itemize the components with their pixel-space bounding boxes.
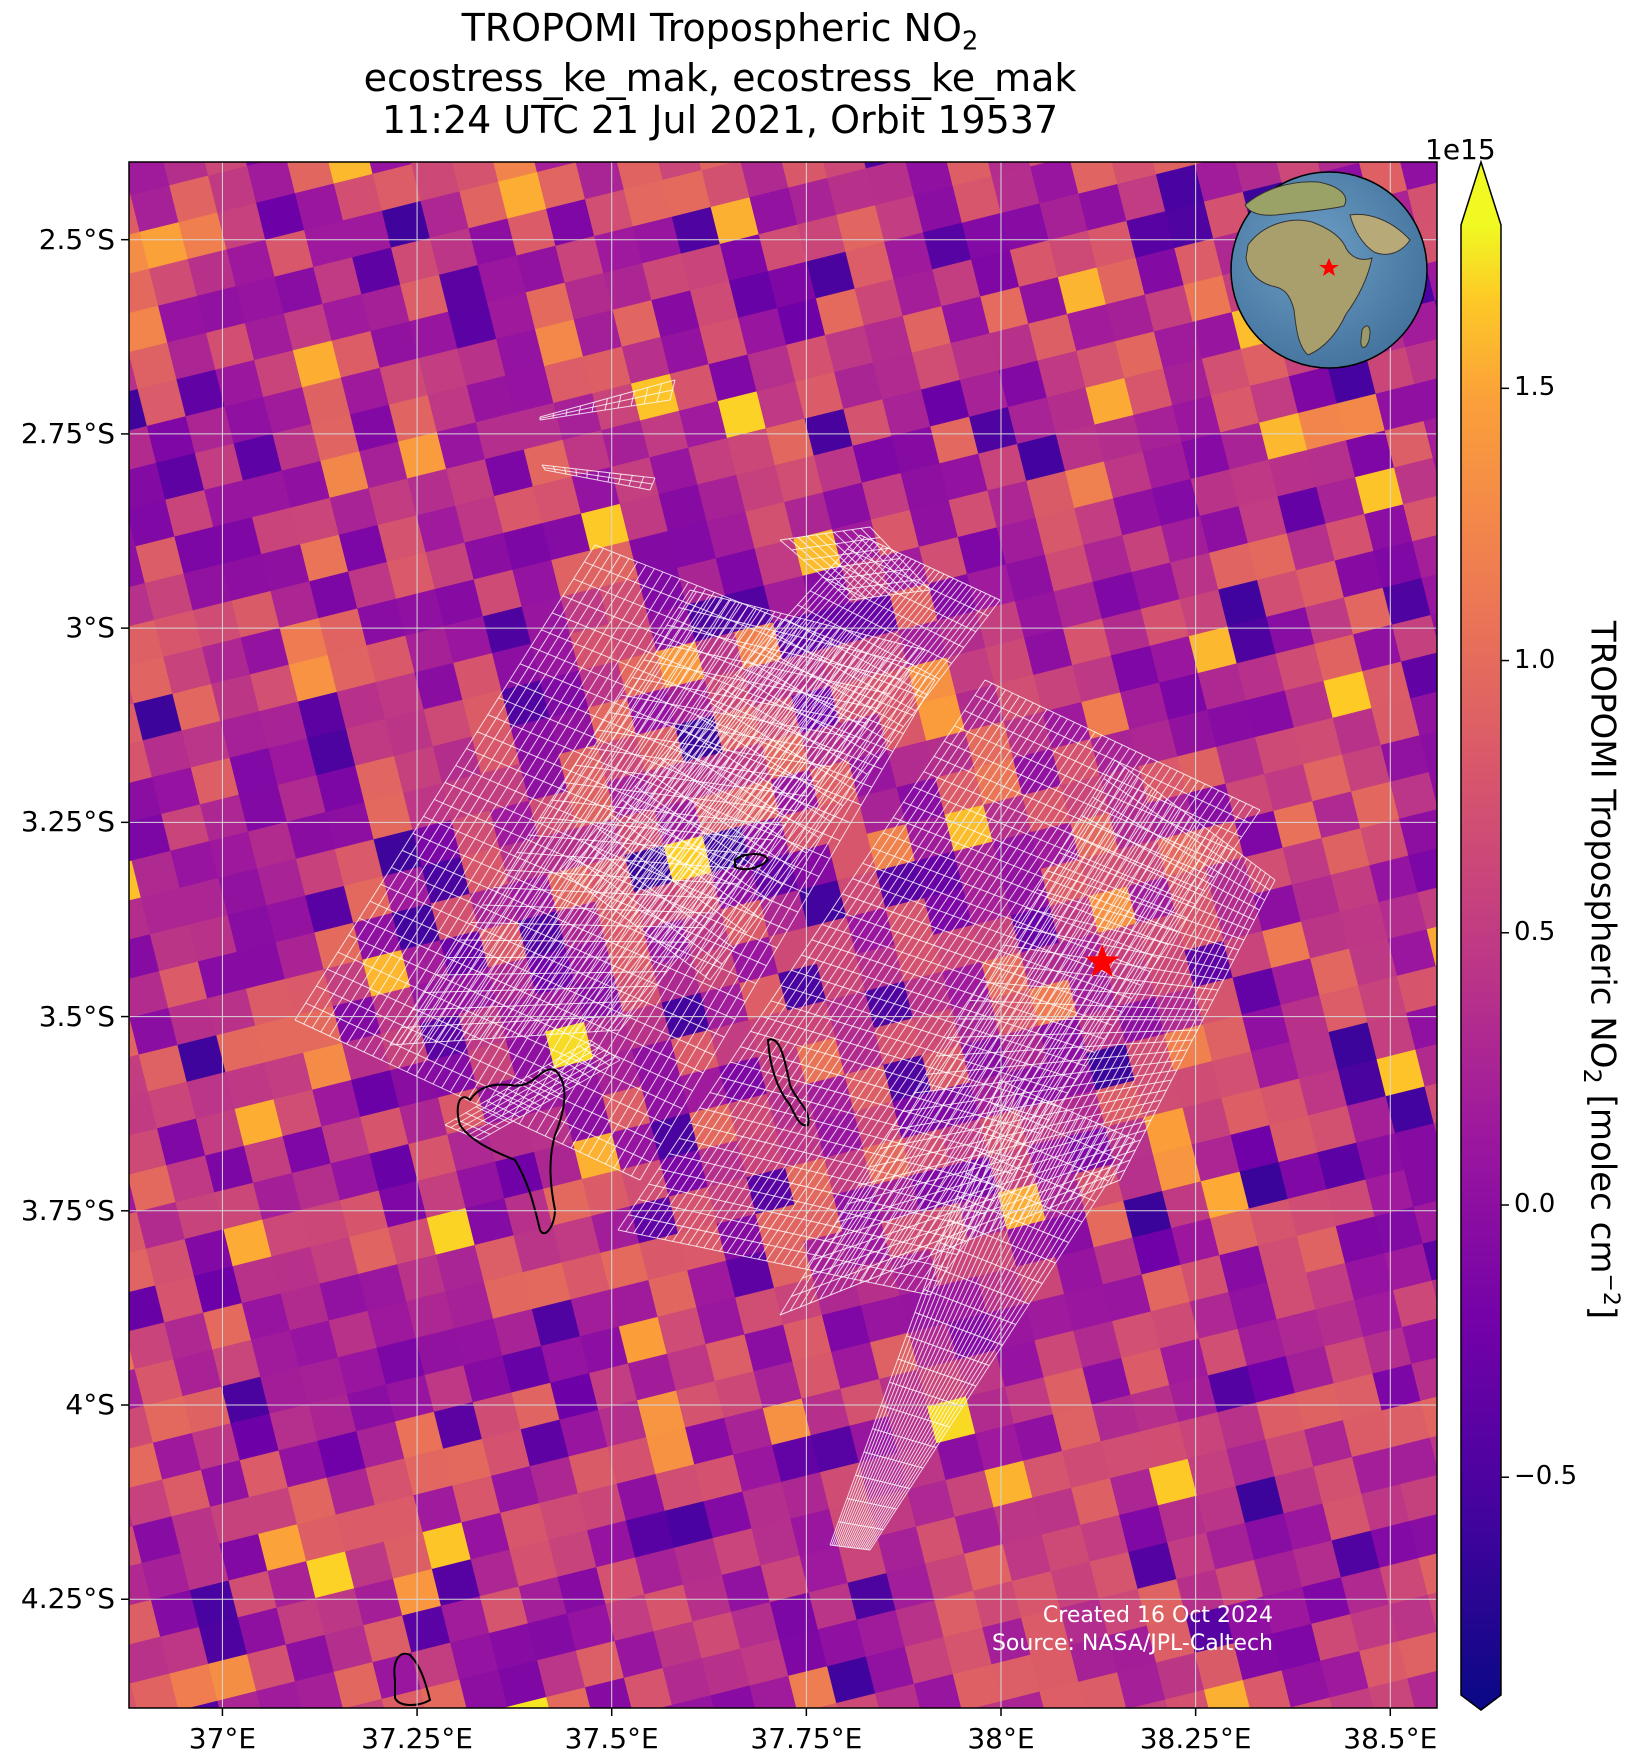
no2-pixel	[87, 1332, 135, 1379]
y-tick-label: 2.75°S	[0, 417, 115, 450]
no2-pixel	[606, 106, 654, 152]
colorbar-tick-label: −0.5	[1514, 1461, 1577, 1491]
colorbar-tick-label: 0.5	[1514, 917, 1555, 947]
no2-pixel	[1496, 1529, 1544, 1576]
colorbar-tick-label: 1.5	[1514, 372, 1555, 402]
no2-pixel	[441, 108, 489, 155]
colorbar-offset-label: 1e15	[1425, 133, 1496, 166]
no2-pixel	[151, 102, 199, 149]
no2-pixel	[73, 944, 121, 991]
y-tick-label: 3°S	[0, 611, 115, 644]
no2-pixel	[316, 100, 364, 147]
colorbar-tick-label: 1.0	[1514, 645, 1555, 675]
credit-line-created: Created 16 Oct 2024	[992, 1602, 1273, 1630]
no2-pixel	[1350, 117, 1398, 164]
x-tick-label: 37.75°E	[736, 1722, 876, 1755]
colorbar-tick-label: 0.0	[1514, 1189, 1555, 1219]
no2-pixel	[305, 1709, 353, 1752]
no2-pixel	[74, 122, 122, 169]
y-tick-label: 3.5°S	[0, 1000, 115, 1033]
no2-pixel	[85, 1489, 133, 1536]
x-tick-label: 37.5°E	[542, 1722, 682, 1755]
no2-pixel	[1060, 111, 1108, 158]
no2-pixel	[190, 93, 238, 140]
no2-pixel	[935, 103, 983, 150]
no2-pixel	[974, 93, 1022, 140]
y-tick-label: 4.25°S	[0, 1582, 115, 1615]
no2-pixel	[770, 105, 818, 152]
no2-pixel	[681, 1732, 729, 1752]
no2-pixel	[79, 473, 127, 520]
colorbar-extend-min	[1461, 1695, 1501, 1710]
no2-pixel	[1264, 99, 1312, 146]
y-tick-label: 4°S	[0, 1388, 115, 1421]
colorbar	[1461, 162, 1509, 1710]
no2-pixel	[1225, 109, 1273, 156]
y-tick-label: 3.25°S	[0, 805, 115, 838]
no2-pixel	[1495, 864, 1543, 911]
x-tick-label: 38.25°E	[1126, 1722, 1266, 1755]
no2-pixel	[1186, 118, 1234, 164]
no2-pixel	[80, 1138, 128, 1185]
x-tick-label: 37.25°E	[347, 1722, 487, 1755]
x-tick-label: 38.5°E	[1320, 1722, 1460, 1755]
no2-pixel	[885, 1721, 933, 1752]
no2-pixel	[896, 112, 944, 158]
no2-pixel	[645, 97, 693, 144]
globe-inset	[1231, 172, 1427, 368]
no2-pixel	[277, 110, 325, 157]
y-tick-label: 3.75°S	[0, 1194, 115, 1227]
no2-pixel	[480, 99, 528, 146]
no2-pixel	[112, 112, 160, 158]
colorbar-title: TROPOMI Tropospheric NO2 [molec cm−2]	[1573, 560, 1623, 1380]
no2-pixel	[809, 95, 857, 142]
colorbar-extend-max	[1461, 162, 1501, 225]
no2-pixel	[1465, 1733, 1513, 1752]
no2-pixel	[83, 158, 131, 205]
no2-pixel	[81, 316, 129, 363]
no2-pixel	[101, 1720, 149, 1752]
no2-pixel	[72, 279, 120, 326]
no2-pixel	[1022, 120, 1070, 167]
no2-pixel	[1262, 1744, 1310, 1752]
no2-pixel	[403, 118, 451, 164]
no2-pixel	[238, 120, 286, 167]
y-tick-label: 2.5°S	[0, 223, 115, 256]
no2-pixel	[78, 1295, 126, 1342]
no2-pixel	[86, 667, 134, 714]
no2-pixel	[83, 1647, 131, 1694]
x-tick-label: 37°E	[152, 1722, 292, 1755]
no2-pixel	[567, 116, 615, 163]
credit-line-source: Source: NASA/JPL-Caltech	[992, 1630, 1273, 1658]
no2-pixel	[1099, 101, 1147, 148]
no2-pixel	[71, 1101, 119, 1148]
no2-pixel	[76, 1453, 124, 1500]
no2-pixel	[74, 1610, 122, 1657]
x-tick-label: 38°E	[931, 1722, 1071, 1755]
no2-pixel	[731, 114, 779, 161]
